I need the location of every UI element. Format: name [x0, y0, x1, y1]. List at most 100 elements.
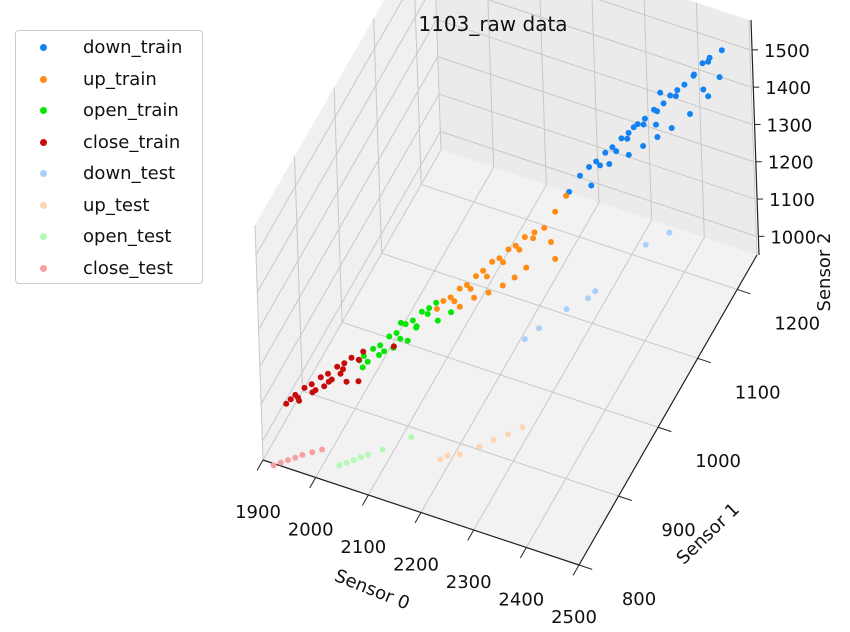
data-point	[592, 288, 599, 295]
grid-line-x	[420, 0, 600, 513]
legend-label: close_train	[83, 131, 181, 153]
data-point	[519, 424, 526, 431]
data-point	[666, 229, 673, 236]
data-point	[657, 89, 664, 96]
data-point	[505, 431, 512, 438]
data-point	[530, 235, 537, 242]
data-point	[541, 224, 548, 231]
data-point	[641, 115, 648, 122]
data-point	[523, 264, 530, 271]
z-tick-label: 1500	[764, 41, 810, 62]
data-point	[379, 446, 386, 453]
data-point	[397, 319, 404, 326]
data-point	[521, 336, 528, 343]
grid-line-z	[259, 56, 754, 367]
data-point	[496, 255, 503, 262]
data-point	[552, 256, 559, 262]
data-point	[531, 229, 538, 236]
data-point	[456, 451, 463, 457]
data-point	[640, 121, 647, 128]
data-point	[618, 135, 625, 142]
y-tick-label: 800	[622, 589, 656, 610]
data-point	[348, 354, 355, 361]
data-point	[334, 363, 341, 370]
series-up_test	[437, 424, 526, 463]
series-down_train	[566, 47, 725, 195]
x-tick-mark	[519, 547, 527, 559]
legend-item: down_test	[16, 163, 202, 185]
data-point	[357, 454, 364, 461]
data-point	[365, 451, 372, 458]
data-point	[343, 378, 350, 385]
data-point	[321, 383, 328, 390]
data-point	[325, 378, 332, 385]
y-tick-mark	[737, 288, 751, 295]
z-axis-line	[750, 19, 760, 256]
z-axis-label: Sensor 2	[814, 233, 835, 312]
grid-line-z	[261, 130, 757, 442]
grid-line-x	[367, 0, 547, 496]
data-point	[340, 366, 346, 373]
y-tick-label: 1100	[735, 382, 781, 403]
series-close_test	[270, 446, 326, 469]
legend-marker	[40, 233, 47, 240]
data-point	[386, 333, 393, 340]
data-point	[476, 443, 483, 450]
data-point	[309, 389, 316, 396]
data-point	[613, 148, 620, 155]
data-point	[295, 394, 301, 401]
legend-item: close_train	[16, 132, 202, 154]
data-point	[667, 92, 674, 99]
data-point	[309, 449, 316, 456]
data-point	[336, 462, 343, 469]
data-point	[654, 134, 661, 140]
y-axis-line	[578, 254, 758, 566]
y-tick-mark	[657, 426, 672, 433]
legend-label: up_train	[83, 68, 157, 90]
series-up_train	[433, 192, 570, 312]
data-point	[413, 324, 420, 331]
grid-line-y	[414, 0, 738, 290]
data-point	[444, 452, 451, 459]
z-tick-label: 1200	[768, 153, 814, 174]
data-point	[397, 335, 404, 342]
grid-line-x	[525, 2, 705, 548]
data-point	[317, 374, 324, 381]
legend-marker	[40, 201, 47, 209]
data-point	[355, 378, 362, 385]
data-point	[440, 298, 447, 304]
data-point	[299, 451, 306, 458]
x-tick-mark	[256, 459, 264, 471]
data-point	[593, 158, 600, 165]
data-point	[660, 100, 667, 107]
data-point	[536, 325, 542, 332]
data-point	[402, 321, 409, 328]
y-tick-label: 1200	[774, 313, 820, 334]
data-point	[437, 456, 444, 463]
data-point	[433, 305, 440, 312]
data-point	[456, 285, 463, 292]
legend-item: close_test	[16, 258, 202, 280]
data-point	[548, 239, 554, 245]
data-point	[672, 93, 679, 99]
data-point	[705, 58, 712, 65]
series-close_train	[283, 343, 397, 407]
data-point	[341, 360, 348, 367]
data-point	[483, 273, 490, 280]
grid-line-z	[258, 18, 753, 330]
data-point	[718, 47, 725, 54]
left-pane	[255, 0, 441, 460]
data-point	[552, 208, 559, 215]
data-point	[577, 172, 583, 179]
legend-item: up_train	[16, 69, 202, 91]
data-point	[563, 192, 570, 199]
data-point	[355, 356, 362, 363]
data-point	[480, 267, 487, 274]
data-point	[687, 111, 693, 117]
legend-marker	[40, 75, 47, 83]
data-point	[337, 370, 344, 377]
data-point	[516, 246, 523, 253]
series-open_test	[336, 434, 415, 469]
legend-label: down_test	[83, 163, 176, 184]
x-tick-label: 2400	[498, 590, 544, 611]
